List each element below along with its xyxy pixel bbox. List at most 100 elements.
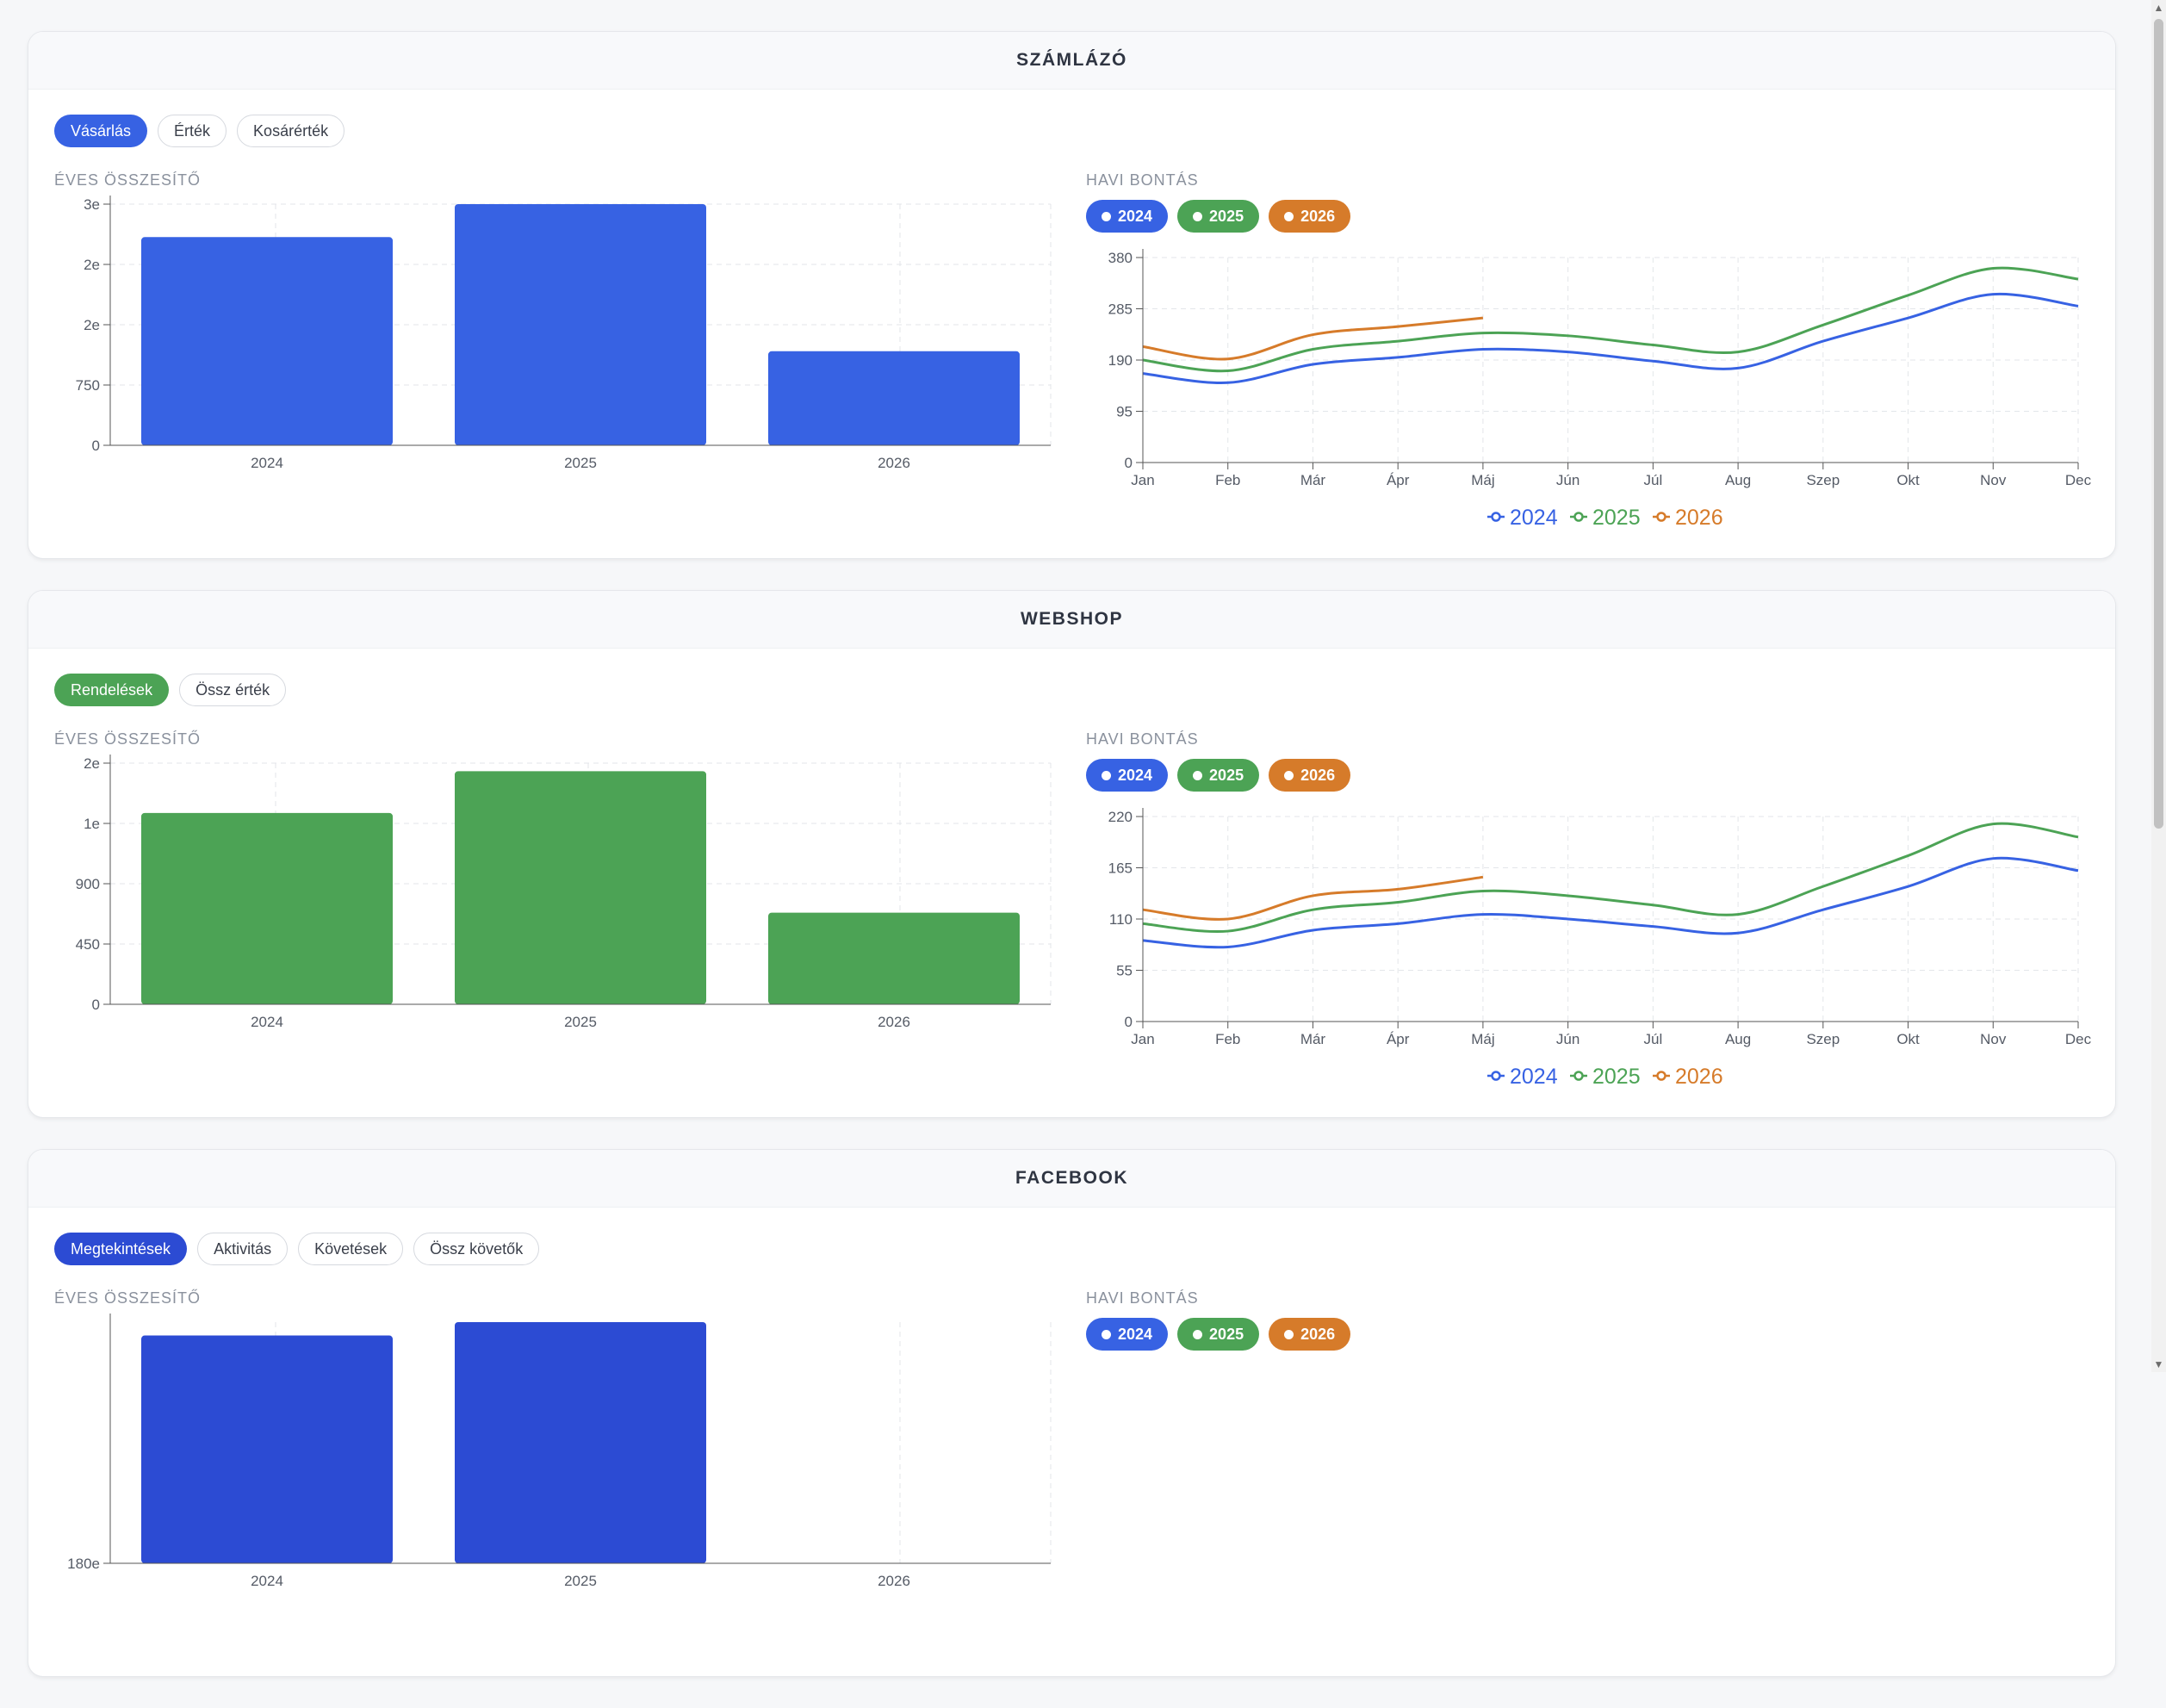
x-tick-label: Ápr — [1387, 1031, 1410, 1047]
bar-2024[interactable] — [141, 237, 393, 445]
year-pill-2026[interactable]: 2026 — [1269, 759, 1351, 792]
dot-icon — [1284, 211, 1294, 221]
y-tick-label: 3e — [84, 196, 100, 213]
year-pill-2026[interactable]: 2026 — [1269, 1318, 1351, 1351]
bar-2026[interactable] — [768, 351, 1020, 445]
x-tick-label: Júl — [1643, 472, 1662, 488]
legend-label: 2024 — [1510, 1065, 1558, 1089]
metric-tabs: Rendelések Össz érték — [54, 674, 287, 706]
legend-item-2026[interactable]: 2026 — [1653, 506, 1723, 530]
section-számlázó: SZÁMLÁZÓ Vásárlás Érték Kosárérték ÉVES ÖSSZ… — [28, 31, 2116, 559]
bar-2025[interactable] — [455, 771, 706, 1004]
y-tick-label: 1e — [84, 816, 100, 832]
y-tick-label: 220 — [1108, 809, 1133, 825]
series-line-2026[interactable] — [1142, 875, 1484, 921]
monthly-breakdown-label: HAVI BONTÁS — [1086, 730, 1199, 748]
annual-bar-chart: 2024 2025 2026 0 450 900 1e 2e — [76, 755, 1052, 1030]
dashboard-sections: SZÁMLÁZÓ Vásárlás Érték Kosárérték ÉVES ÖSSZ… — [28, 31, 2116, 1708]
year-pill-2026[interactable]: 2026 — [1269, 200, 1351, 233]
metric-tab-1[interactable]: Aktivitás — [197, 1233, 289, 1265]
bar-2024[interactable] — [141, 812, 393, 1004]
x-tick-label: 2026 — [878, 455, 910, 471]
year-pill-2024[interactable]: 2024 — [1086, 759, 1169, 792]
x-tick-label: 2025 — [564, 1573, 597, 1589]
series-line-2026[interactable] — [1142, 316, 1484, 361]
year-pill-2025[interactable]: 2025 — [1177, 759, 1260, 792]
x-tick-label: 2024 — [251, 455, 283, 471]
y-tick-label: 2e — [84, 317, 100, 333]
legend-marker-icon — [1573, 1071, 1584, 1081]
legend-label: 2025 — [1592, 506, 1641, 530]
x-tick-label: Szep — [1806, 1031, 1840, 1047]
legend-marker-icon — [1573, 512, 1584, 522]
y-tick-label: 165 — [1108, 860, 1133, 877]
y-tick-label: 0 — [1125, 1014, 1133, 1030]
year-pill-2024[interactable]: 2024 — [1086, 200, 1169, 233]
year-pill-label: 2024 — [1118, 1325, 1153, 1343]
x-tick-label: Nov — [1980, 472, 2007, 488]
legend-item-2026[interactable]: 2026 — [1653, 1065, 1723, 1089]
dot-icon — [1284, 770, 1294, 780]
x-tick-label: Máj — [1471, 1031, 1494, 1047]
monthly-line-chart: 0 95 190 285 380 Jan Feb Már Ápr Máj Jún Júl Aug Szep… — [1108, 249, 2092, 530]
scroll-down-arrow-icon[interactable]: ▼ — [2153, 1358, 2164, 1370]
y-tick-label: 110 — [1109, 911, 1133, 928]
legend-label: 2024 — [1510, 506, 1558, 530]
x-tick-label: Jún — [1556, 472, 1580, 488]
year-pill-2024[interactable]: 2024 — [1086, 1318, 1169, 1351]
x-tick-label: 2026 — [878, 1573, 910, 1589]
x-tick-label: Dec — [2065, 472, 2092, 488]
x-tick-label: Szep — [1806, 472, 1840, 488]
x-tick-label: Jún — [1556, 1031, 1580, 1047]
dot-icon — [1193, 211, 1203, 221]
y-tick-label: 0 — [1125, 455, 1133, 471]
metric-tab-1[interactable]: Össz érték — [179, 674, 287, 706]
year-pill-label: 2026 — [1300, 207, 1336, 225]
bar-2026[interactable] — [768, 912, 1020, 1004]
dot-icon — [1102, 211, 1111, 221]
y-tick-label: 450 — [76, 936, 100, 953]
bar-2024[interactable] — [141, 1335, 393, 1563]
metric-tab-2[interactable]: Kosárérték — [237, 115, 345, 147]
section-title: FACEBOOK — [28, 1150, 2115, 1208]
dot-icon — [1193, 1329, 1203, 1339]
series-line-2025[interactable] — [1142, 266, 2079, 373]
bar-2025[interactable] — [455, 204, 706, 445]
metric-tab-0[interactable]: Megtekintések — [54, 1233, 188, 1265]
legend-item-2024[interactable]: 2024 — [1487, 506, 1558, 530]
x-tick-label: Dec — [2065, 1031, 2092, 1047]
legend-item-2025[interactable]: 2025 — [1570, 506, 1641, 530]
scroll-thumb[interactable] — [2154, 19, 2163, 829]
y-tick-label: 0 — [92, 438, 100, 454]
metric-tab-2[interactable]: Követések — [298, 1233, 404, 1265]
legend-item-2024[interactable]: 2024 — [1487, 1065, 1558, 1089]
metric-tab-1[interactable]: Érték — [158, 115, 227, 147]
monthly-line-chart: 0 55 110 165 220 Jan Feb Már Ápr Máj Jún Júl Aug Szep… — [1108, 808, 2092, 1089]
bar-2025[interactable] — [455, 1322, 706, 1563]
legend-marker-icon — [1491, 512, 1501, 522]
year-pill-label: 2025 — [1209, 766, 1244, 784]
legend-item-2025[interactable]: 2025 — [1570, 1065, 1641, 1089]
legend-marker-icon — [1656, 512, 1666, 522]
scroll-up-arrow-icon[interactable]: ▲ — [2153, 2, 2164, 14]
x-tick-label: Okt — [1896, 472, 1920, 488]
year-pill-label: 2024 — [1118, 766, 1153, 784]
y-tick-label: 95 — [1116, 404, 1133, 420]
x-tick-label: Júl — [1643, 1031, 1662, 1047]
metric-tab-0[interactable]: Vásárlás — [54, 115, 148, 147]
metric-tab-3[interactable]: Össz követők — [413, 1233, 540, 1265]
x-tick-label: 2024 — [251, 1573, 283, 1589]
legend-label: 2025 — [1592, 1065, 1641, 1089]
monthly-breakdown-label: HAVI BONTÁS — [1086, 1289, 1199, 1307]
year-pill-2025[interactable]: 2025 — [1177, 1318, 1260, 1351]
series-line-2024[interactable] — [1142, 292, 2079, 384]
section-facebook: FACEBOOK Megtekintések Aktivitás Követések Ö… — [28, 1149, 2116, 1677]
year-pill-label: 2025 — [1209, 1325, 1244, 1343]
series-line-2024[interactable] — [1142, 856, 2079, 949]
page-scrollbar[interactable]: ▲ ▼ — [2151, 0, 2166, 1372]
dot-icon — [1193, 770, 1203, 780]
year-pill-2025[interactable]: 2025 — [1177, 200, 1260, 233]
x-tick-label: Máj — [1471, 472, 1494, 488]
metric-tab-0[interactable]: Rendelések — [54, 674, 170, 706]
series-line-2025[interactable] — [1142, 822, 2079, 934]
